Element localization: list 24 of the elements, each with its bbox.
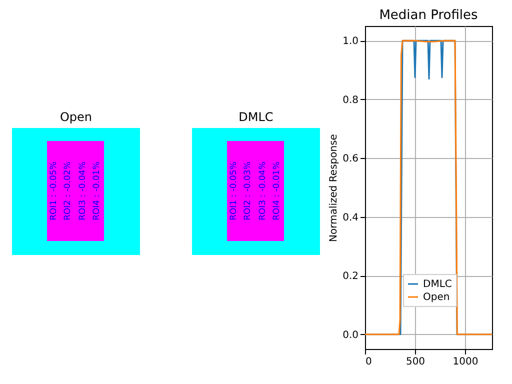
legend-label: DMLC bbox=[423, 279, 452, 290]
y-tick-label: 0.6 bbox=[342, 154, 358, 165]
line-series bbox=[365, 40, 492, 336]
y-tick-label: 0.0 bbox=[342, 330, 358, 341]
text: ROI3 : -0.04% bbox=[78, 162, 88, 220]
text: ROI3 : -0.04% bbox=[258, 162, 268, 220]
y-tick-label: 0.4 bbox=[342, 212, 358, 224]
y-tick-label: 1.0 bbox=[342, 36, 358, 48]
y-tick-label: 0.2 bbox=[342, 271, 358, 282]
chart-title: Median Profiles bbox=[379, 8, 478, 23]
legend-label: Open bbox=[423, 292, 450, 303]
text: ROI4 : -0.01% bbox=[92, 162, 102, 220]
text: ROI2 : -0.03% bbox=[243, 162, 254, 220]
x-tick-label: 1000 bbox=[452, 356, 478, 368]
text: ROI1 : -0.05% bbox=[49, 162, 60, 220]
text: Open bbox=[58, 110, 94, 124]
x-tick-label: 500 bbox=[406, 356, 426, 368]
text: ROI2 : -0.02% bbox=[63, 162, 74, 220]
x-tick-label: 0 bbox=[366, 356, 372, 368]
y-tick-label: 0.8 bbox=[342, 94, 358, 106]
text: DMLC bbox=[238, 110, 274, 124]
y-axis-title: Normalized Response bbox=[328, 134, 340, 242]
text: ROI4 : -0.01% bbox=[272, 162, 282, 220]
text: ROI1 : -0.05% bbox=[229, 162, 240, 220]
